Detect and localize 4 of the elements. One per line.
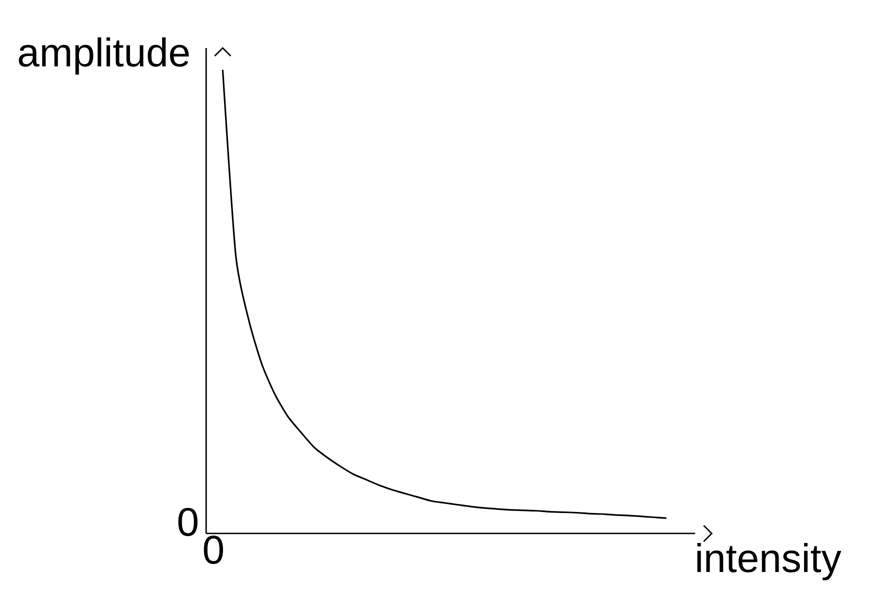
x-axis-title: intensity	[697, 543, 842, 580]
text: 0	[178, 508, 198, 536]
y-axis-title: amplitude	[18, 37, 189, 75]
text: 0	[204, 536, 224, 564]
